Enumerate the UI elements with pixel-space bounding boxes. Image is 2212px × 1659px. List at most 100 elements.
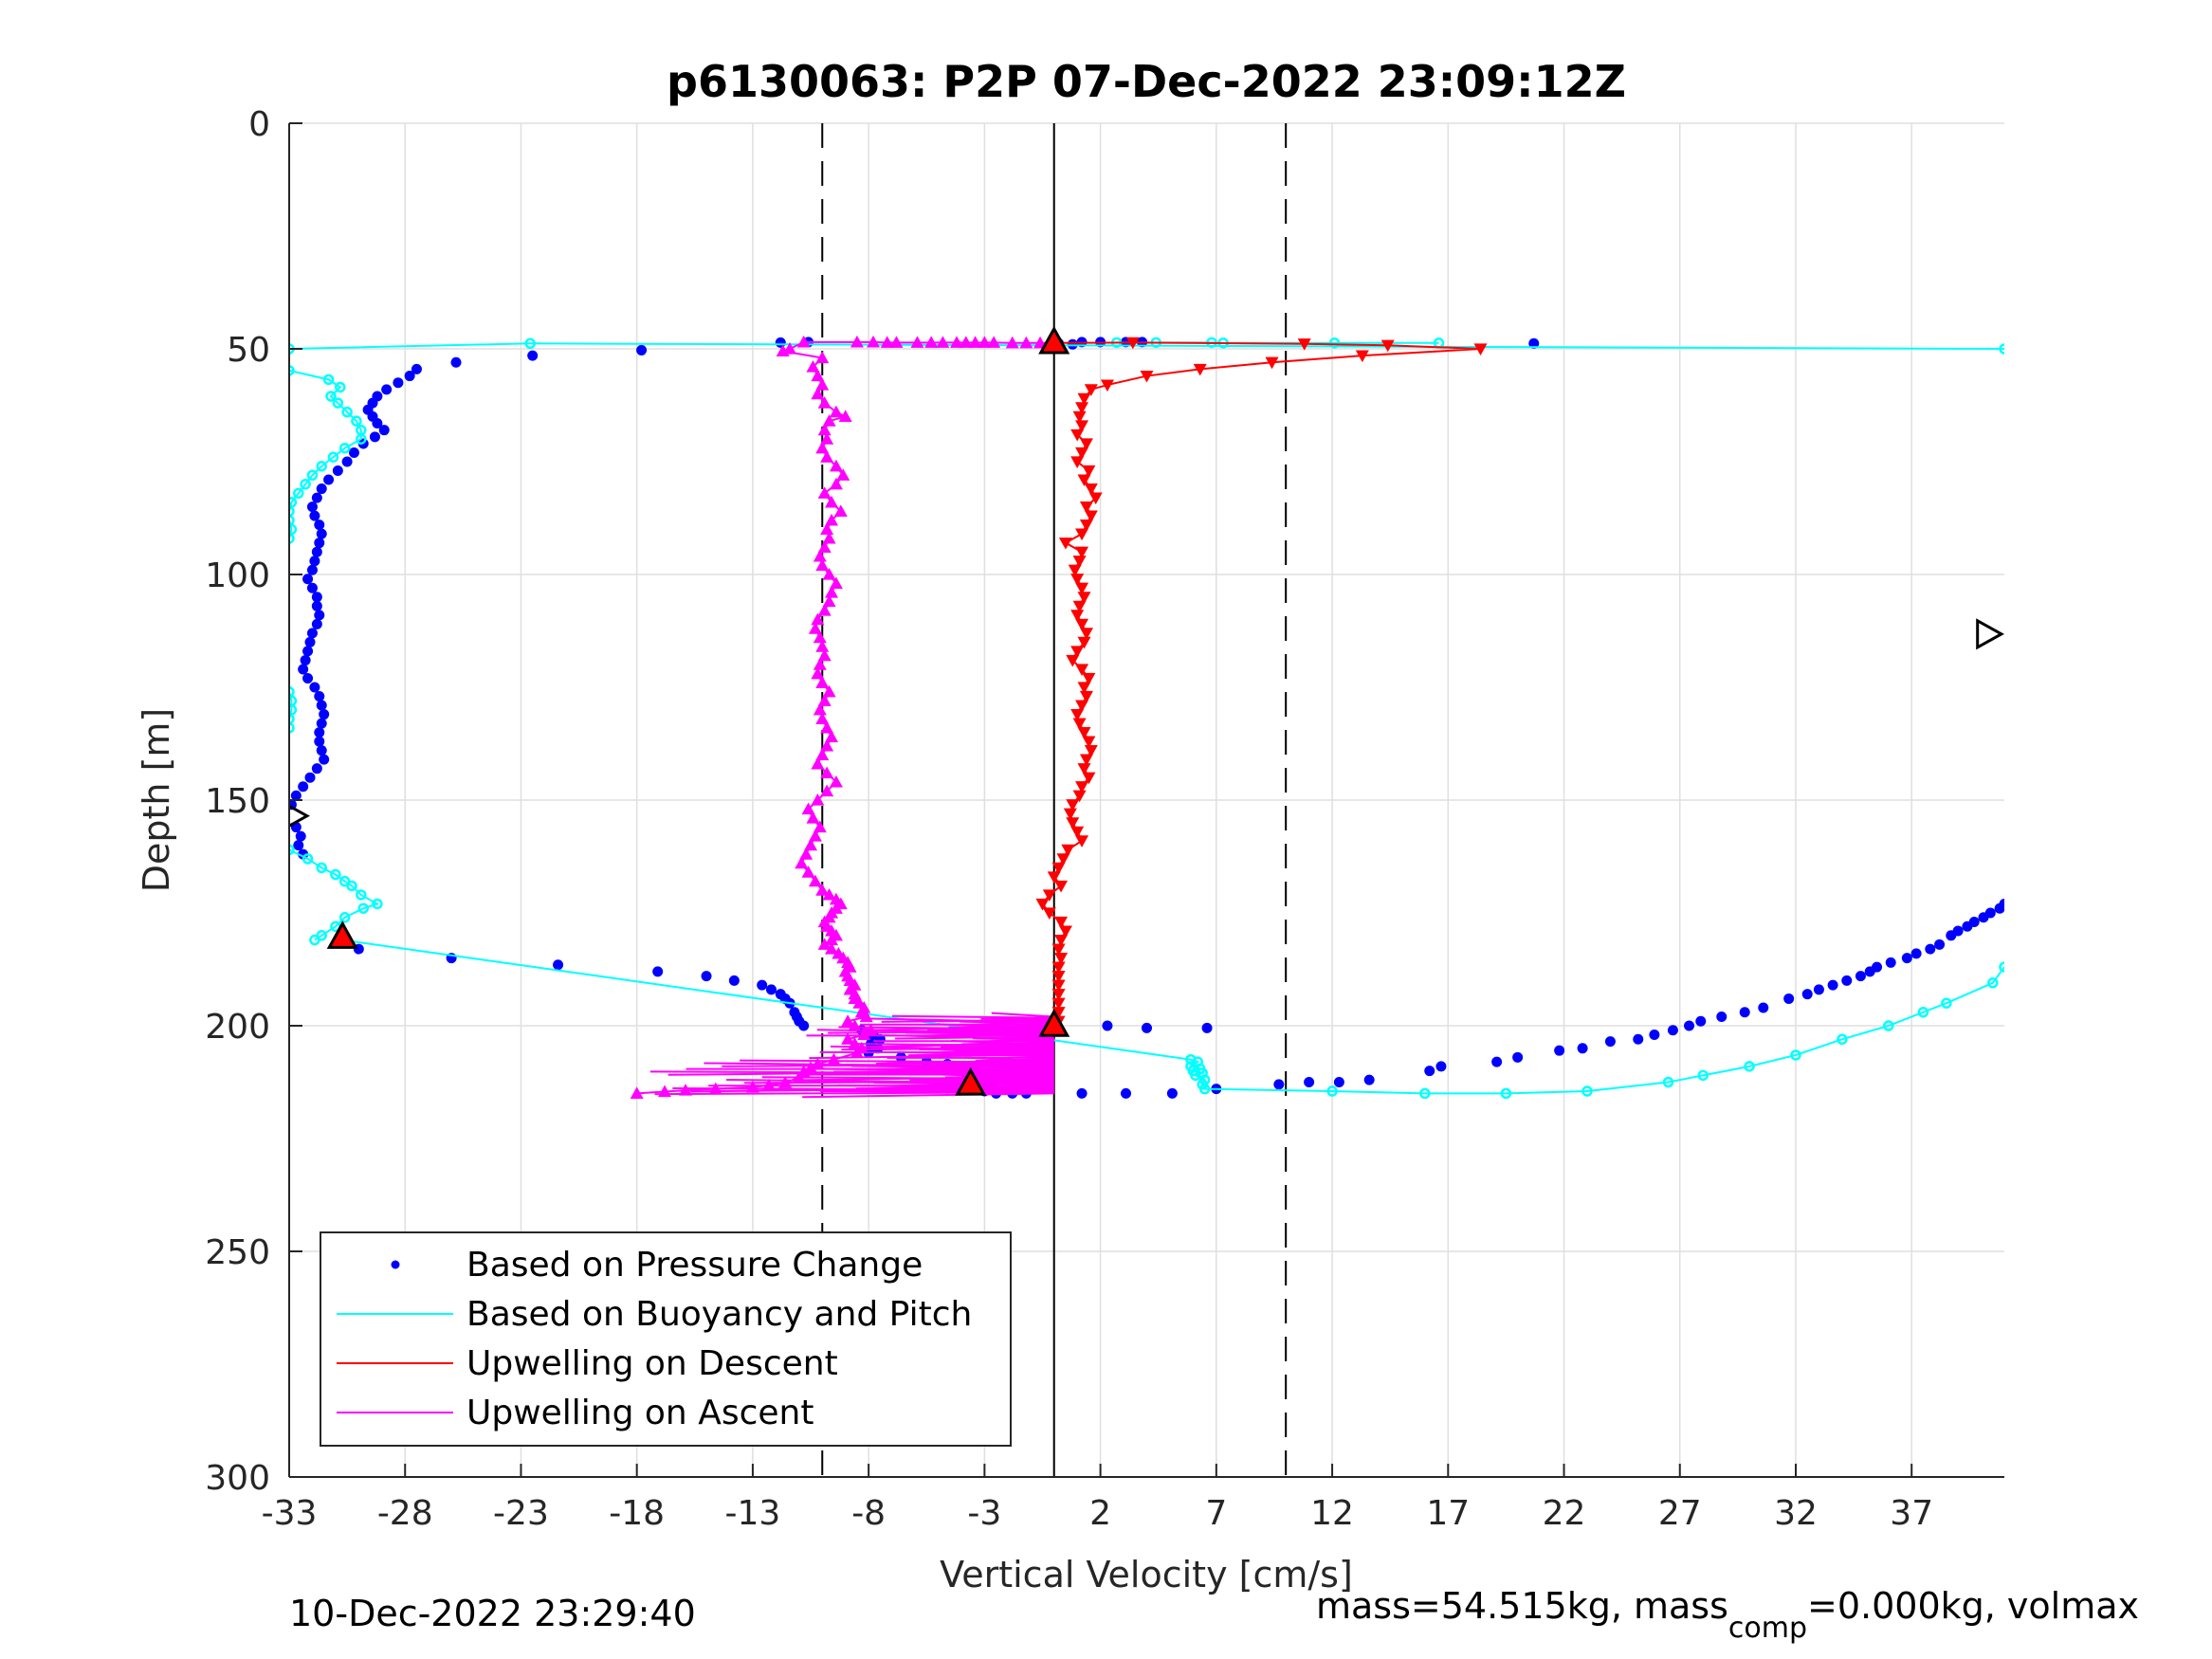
- descent-upwelling-point: [1072, 410, 1087, 424]
- ascent-upwelling-point: [811, 1057, 825, 1070]
- pressure-change-point: [1885, 957, 1896, 968]
- descent-upwelling-point: [1070, 456, 1085, 468]
- ascent-upwelling-point: [825, 942, 839, 955]
- footer-mass-prefix: mass=54.515kg, mass: [1316, 1585, 1728, 1627]
- chart-title: p6130063: P2P 07-Dec-2022 23:09:12Z: [667, 56, 1626, 107]
- descent-upwelling-point: [1054, 934, 1069, 947]
- x-tick-label: 2: [1089, 1494, 1111, 1533]
- descent-upwelling-point: [1072, 718, 1087, 731]
- ascent-upwelling-point: [850, 335, 864, 348]
- descent-upwelling-point: [1075, 528, 1089, 541]
- descent-upwelling-point: [1077, 636, 1091, 649]
- pressure-change-point: [2037, 863, 2047, 873]
- descent-upwelling-point: [1075, 582, 1089, 595]
- x-tick-label: -3: [967, 1494, 1001, 1533]
- descent-upwelling-point: [1070, 428, 1085, 442]
- ascent-upwelling-fan-line: [870, 1017, 1054, 1024]
- tick-labels: -33 -28 -23 -18 -13 -8 -3 2 7 12 17 22 27 32 370501001…: [205, 105, 1933, 1533]
- ascent-upwelling-fan-line: [951, 1039, 1054, 1046]
- ascent-upwelling-point: [796, 335, 811, 348]
- pressure-change-point: [298, 781, 309, 793]
- pressure-change-point: [314, 538, 325, 549]
- descent-upwelling-point: [1051, 989, 1066, 1001]
- ascent-upwelling-point: [811, 387, 825, 400]
- descent-upwelling-point: [1193, 363, 1207, 376]
- pressure-change-point: [1910, 948, 1922, 959]
- pressure-change-point: [1201, 1022, 1213, 1033]
- x-tick-label: 12: [1310, 1494, 1354, 1533]
- ascent-upwelling-fan-line: [851, 1043, 1054, 1047]
- footer-mass-suffix: =0.000kg, volmax: [1807, 1585, 2139, 1627]
- descent-upwelling-point: [1070, 708, 1085, 721]
- buoyancy-pitch-point: [309, 934, 320, 946]
- ascent-upwelling-point: [820, 784, 834, 797]
- pressure-change-point: [2011, 885, 2021, 896]
- ascent-upwelling-point: [811, 369, 825, 382]
- legend-swatch-pressure: [391, 1260, 400, 1269]
- descent-upwelling-point: [1042, 907, 1056, 920]
- descent-upwelling-point: [1051, 862, 1066, 875]
- ascent-upwelling-point: [820, 432, 834, 445]
- x-tick-label: -23: [493, 1494, 549, 1533]
- pressure-change-point: [757, 979, 768, 991]
- ascent-upwelling-fan-line: [837, 1084, 1054, 1090]
- descent-upwelling-point: [1058, 538, 1072, 550]
- descent-upwelling-point: [1051, 997, 1066, 1011]
- pressure-change-point: [316, 745, 327, 757]
- buoyancy-pitch-point: [1419, 1087, 1431, 1100]
- descent-upwelling-point: [1047, 871, 1061, 884]
- ascent-upwelling-fan-line: [740, 1059, 1054, 1064]
- ascent-upwelling-point: [796, 1065, 811, 1078]
- buoyancy-pitch-point: [1999, 343, 2004, 355]
- ascent-upwelling-point: [829, 775, 843, 788]
- descent-upwelling-point: [1054, 953, 1069, 965]
- ascent-upwelling-point: [804, 838, 818, 851]
- descent-upwelling-point: [1077, 763, 1091, 775]
- pressure-change-point: [314, 736, 325, 747]
- pressure-change-point: [311, 592, 322, 603]
- buoyancy-pitch-point: [316, 862, 327, 874]
- x-tick-label: 22: [1543, 1494, 1586, 1533]
- ascent-upwelling-point: [795, 856, 809, 869]
- ascent-upwelling-point: [848, 1037, 862, 1049]
- ascent-upwelling-point: [829, 459, 843, 472]
- ascent-upwelling-point: [829, 892, 843, 905]
- ascent-upwelling-point: [630, 1086, 644, 1099]
- ascent-upwelling-point: [822, 531, 836, 544]
- ascent-upwelling-fan-line: [972, 1037, 1054, 1042]
- ascent-upwelling-point: [825, 513, 839, 526]
- descent-upwelling-point: [1070, 646, 1085, 658]
- pressure-change-point: [1813, 984, 1824, 995]
- descent-upwelling-point: [1075, 447, 1089, 460]
- descent-upwelling-point: [1070, 610, 1085, 622]
- pressure-change-point: [2006, 889, 2017, 900]
- buoyancy-pitch-point: [1941, 997, 1952, 1009]
- pressure-change-point: [311, 492, 322, 503]
- ascent-upwelling-fan-line: [884, 1034, 1054, 1040]
- ascent-upwelling-fan-line: [905, 1031, 1054, 1036]
- pressure-change-point: [1901, 953, 1912, 964]
- ascent-upwelling-point: [822, 414, 836, 427]
- buoyancy-pitch-point: [1328, 337, 1341, 349]
- pressure-change-point: [1435, 1061, 1447, 1072]
- buoyancy-pitch-point: [289, 722, 295, 734]
- legend-label-ascent: Upwelling on Ascent: [466, 1394, 814, 1432]
- ascent-upwelling-point: [833, 504, 848, 517]
- descent-upwelling-point: [1051, 943, 1066, 957]
- pressure-change-point: [1667, 1025, 1678, 1036]
- ascent-upwelling-fan-line: [802, 1092, 1054, 1099]
- ascent-upwelling-point: [815, 351, 830, 364]
- ascent-upwelling-point: [838, 410, 852, 422]
- descent-upwelling-point: [1075, 546, 1089, 559]
- ascent-upwelling-point: [817, 604, 832, 616]
- pressure-change-point: [527, 350, 539, 361]
- pressure-change-point: [314, 691, 325, 702]
- descent-upwelling-point: [1061, 844, 1075, 857]
- pressure-change-point: [311, 618, 322, 629]
- buoyancy-pitch-point: [289, 365, 295, 376]
- descent-upwelling-point: [1051, 971, 1066, 983]
- ascent-upwelling-point: [829, 405, 843, 418]
- descent-upwelling-point: [1077, 682, 1091, 694]
- ascent-upwelling-fan-line: [704, 1062, 1054, 1068]
- descent-upwelling-point: [1380, 339, 1395, 353]
